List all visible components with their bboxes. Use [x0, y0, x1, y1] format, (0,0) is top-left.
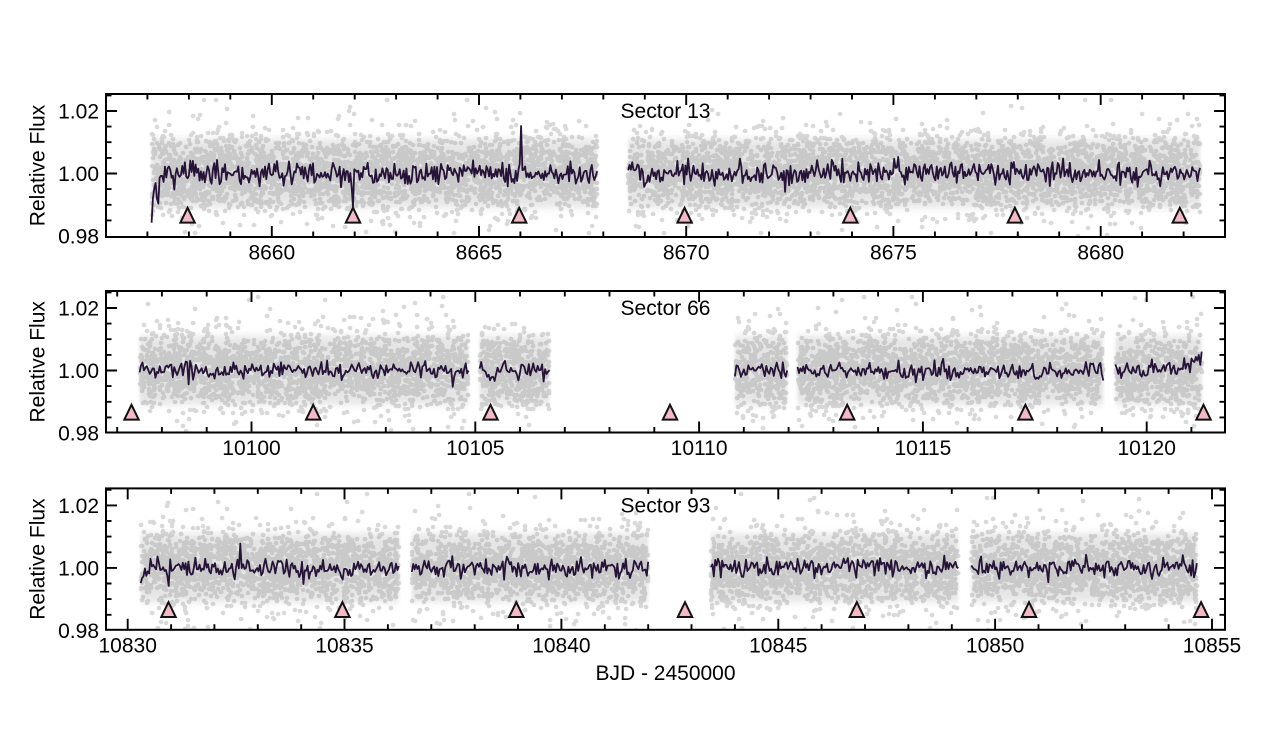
- svg-text:1.00: 1.00: [58, 360, 99, 383]
- svg-text:10100: 10100: [222, 437, 280, 460]
- svg-text:10855: 10855: [1183, 634, 1241, 657]
- svg-text:1.00: 1.00: [58, 557, 99, 580]
- svg-text:8665: 8665: [456, 242, 503, 265]
- svg-text:10840: 10840: [532, 634, 590, 657]
- svg-text:8675: 8675: [870, 242, 917, 265]
- svg-text:8680: 8680: [1077, 242, 1124, 265]
- svg-text:Sector 13: Sector 13: [621, 100, 711, 123]
- svg-text:10110: 10110: [671, 437, 728, 460]
- svg-text:0.98: 0.98: [58, 423, 99, 446]
- svg-text:1.02: 1.02: [58, 101, 99, 124]
- svg-text:10105: 10105: [446, 437, 504, 460]
- svg-text:0.98: 0.98: [58, 620, 99, 643]
- svg-text:Sector 93: Sector 93: [621, 494, 711, 517]
- svg-text:10850: 10850: [966, 634, 1024, 657]
- svg-text:8660: 8660: [248, 242, 295, 265]
- svg-text:10835: 10835: [315, 634, 373, 657]
- svg-text:1.02: 1.02: [58, 298, 99, 321]
- svg-text:10115: 10115: [894, 437, 951, 460]
- svg-text:10120: 10120: [1117, 437, 1175, 460]
- svg-text:1.00: 1.00: [58, 163, 99, 186]
- svg-text:Relative Flux: Relative Flux: [27, 104, 50, 226]
- svg-text:Sector 66: Sector 66: [621, 297, 711, 320]
- svg-text:1.02: 1.02: [58, 495, 99, 518]
- svg-text:BJD - 2450000: BJD - 2450000: [595, 662, 735, 685]
- svg-text:10845: 10845: [749, 634, 807, 657]
- svg-text:Relative Flux: Relative Flux: [27, 301, 50, 423]
- svg-text:Relative Flux: Relative Flux: [27, 498, 50, 620]
- svg-text:8670: 8670: [663, 242, 710, 265]
- svg-text:0.98: 0.98: [58, 226, 99, 249]
- svg-text:10830: 10830: [98, 634, 156, 657]
